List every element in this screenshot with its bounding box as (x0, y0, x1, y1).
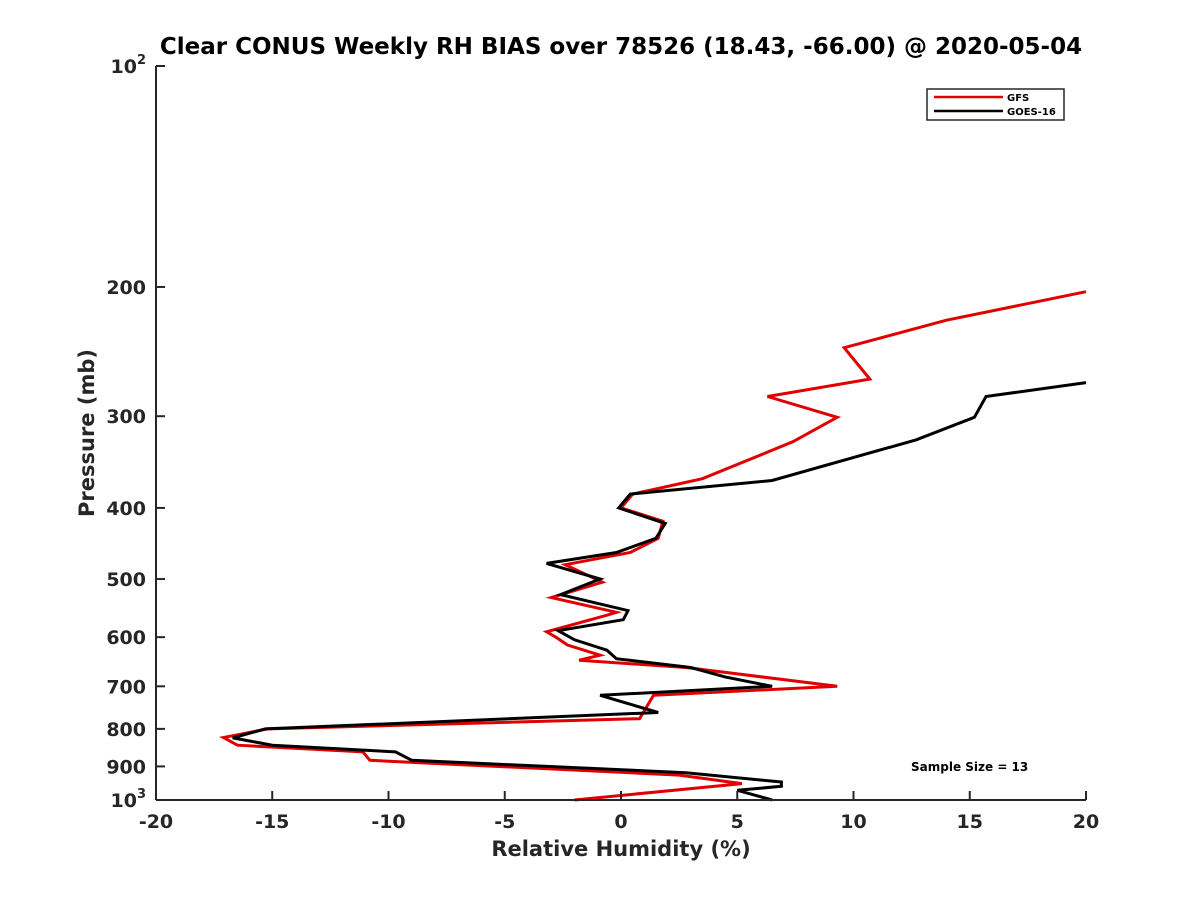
x-tick-label: -10 (371, 811, 405, 833)
y-axis-ticks: 102 200 300 400 500 600 700 800 900 103 (106, 53, 165, 812)
y-tick-label: 600 (106, 627, 146, 649)
x-tick-label: 15 (957, 811, 983, 833)
plot-area (219, 290, 1087, 802)
legend-label-goes16: GOES-16 (1007, 107, 1056, 118)
x-tick-label: 20 (1073, 811, 1099, 833)
x-tick-label: 10 (840, 811, 866, 833)
sample-size-annotation: Sample Size = 13 (911, 760, 1028, 774)
y-tick-label: 400 (106, 498, 146, 520)
y-axis-label: Pressure (mb) (75, 349, 99, 517)
legend-label-gfs: GFS (1007, 93, 1029, 104)
legend: GFS GOES-16 (926, 88, 1065, 121)
x-tick-label: -20 (139, 811, 173, 833)
series-line-goes16 (232, 381, 1087, 802)
series-line-gfs (219, 290, 1087, 802)
x-tick-label: -15 (255, 811, 289, 833)
y-tick-label: 300 (106, 406, 146, 428)
x-axis-ticks: -20 -15 -10 -5 0 5 10 15 20 (139, 791, 1099, 833)
y-tick-label: 102 (111, 53, 147, 78)
y-tick-label: 800 (106, 719, 146, 741)
x-tick-label: 5 (731, 811, 744, 833)
y-tick-label: 500 (106, 569, 146, 591)
x-axis-label: Relative Humidity (%) (491, 837, 750, 861)
x-tick-label: -5 (494, 811, 515, 833)
chart-title: Clear CONUS Weekly RH BIAS over 78526 (1… (160, 34, 1082, 60)
x-tick-label: 0 (614, 811, 627, 833)
y-tick-label: 900 (106, 756, 146, 778)
y-tick-label: 700 (106, 676, 146, 698)
y-tick-label: 200 (106, 277, 146, 299)
y-tick-label: 103 (111, 787, 147, 812)
legend-box (926, 88, 1065, 121)
